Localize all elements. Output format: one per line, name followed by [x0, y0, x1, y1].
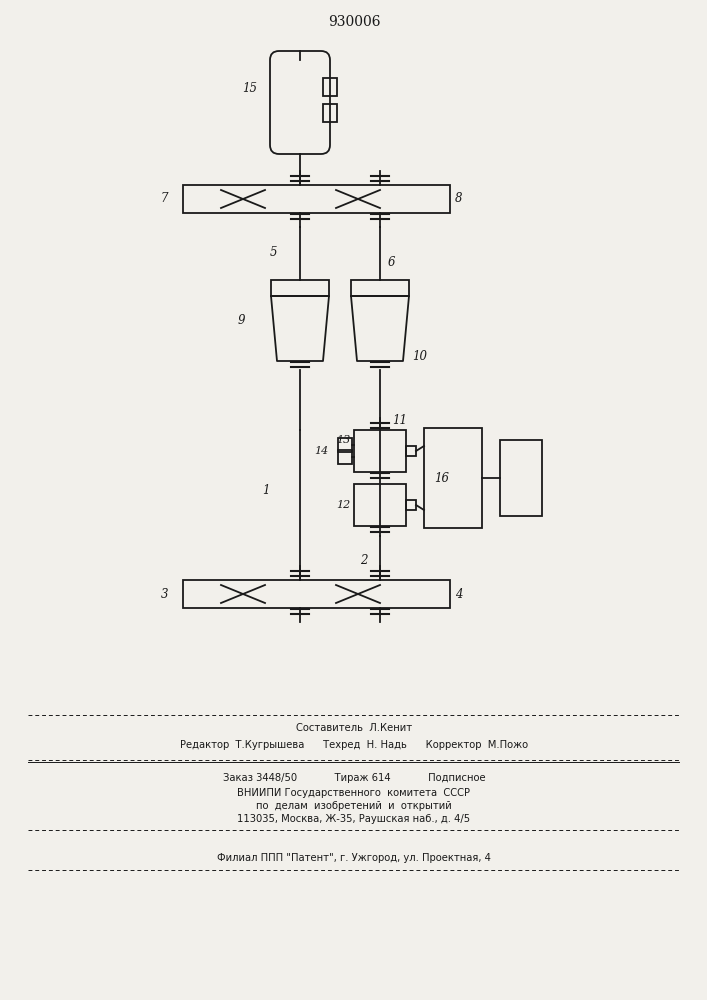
Text: по  делам  изобретений  и  открытий: по делам изобретений и открытий [256, 801, 452, 811]
Bar [424, 428, 482, 528]
Text: 10: 10 [412, 350, 427, 362]
Text: 4: 4 [455, 587, 462, 600]
Text: 16: 16 [434, 472, 449, 485]
Text: 6: 6 [388, 255, 395, 268]
Bar [271, 280, 329, 296]
Text: 2: 2 [360, 554, 368, 568]
Text: 113035, Москва, Ж-35, Раушская наб., д. 4/5: 113035, Москва, Ж-35, Раушская наб., д. … [238, 814, 471, 824]
Bar [500, 440, 542, 516]
Text: Филиал ППП "Патент", г. Ужгород, ул. Проектная, 4: Филиал ППП "Патент", г. Ужгород, ул. Про… [217, 853, 491, 863]
Text: 9: 9 [238, 314, 245, 326]
Text: Заказ 3448/50            Тираж 614            Подписное: Заказ 3448/50 Тираж 614 Подписное [223, 773, 485, 783]
Bar [338, 450, 352, 464]
Bar [323, 78, 337, 96]
Text: Редактор  Т.Кугрышева      Техред  Н. Надь      Корректор  М.Пожо: Редактор Т.Кугрышева Техред Н. Надь Корр… [180, 740, 528, 750]
Text: 1: 1 [262, 484, 269, 496]
Text: 12: 12 [336, 500, 350, 510]
Text: Составитель  Л.Кенит: Составитель Л.Кенит [296, 723, 412, 733]
Bar [406, 446, 416, 456]
Text: 7: 7 [161, 192, 168, 206]
Bar [354, 430, 406, 472]
Text: 13: 13 [336, 435, 350, 445]
Bar [183, 580, 450, 608]
Bar [406, 500, 416, 510]
Text: 15: 15 [242, 82, 257, 95]
Bar [354, 484, 406, 526]
Bar [351, 280, 409, 296]
Text: 5: 5 [270, 245, 278, 258]
Bar [183, 185, 450, 213]
Text: 14: 14 [314, 446, 328, 456]
Text: ВНИИПИ Государственного  комитета  СССР: ВНИИПИ Государственного комитета СССР [238, 788, 470, 798]
Text: 3: 3 [161, 587, 168, 600]
Text: 930006: 930006 [328, 15, 380, 29]
Text: 11: 11 [392, 414, 407, 426]
Bar [323, 104, 337, 122]
Bar [338, 438, 352, 452]
Text: 8: 8 [455, 192, 462, 206]
